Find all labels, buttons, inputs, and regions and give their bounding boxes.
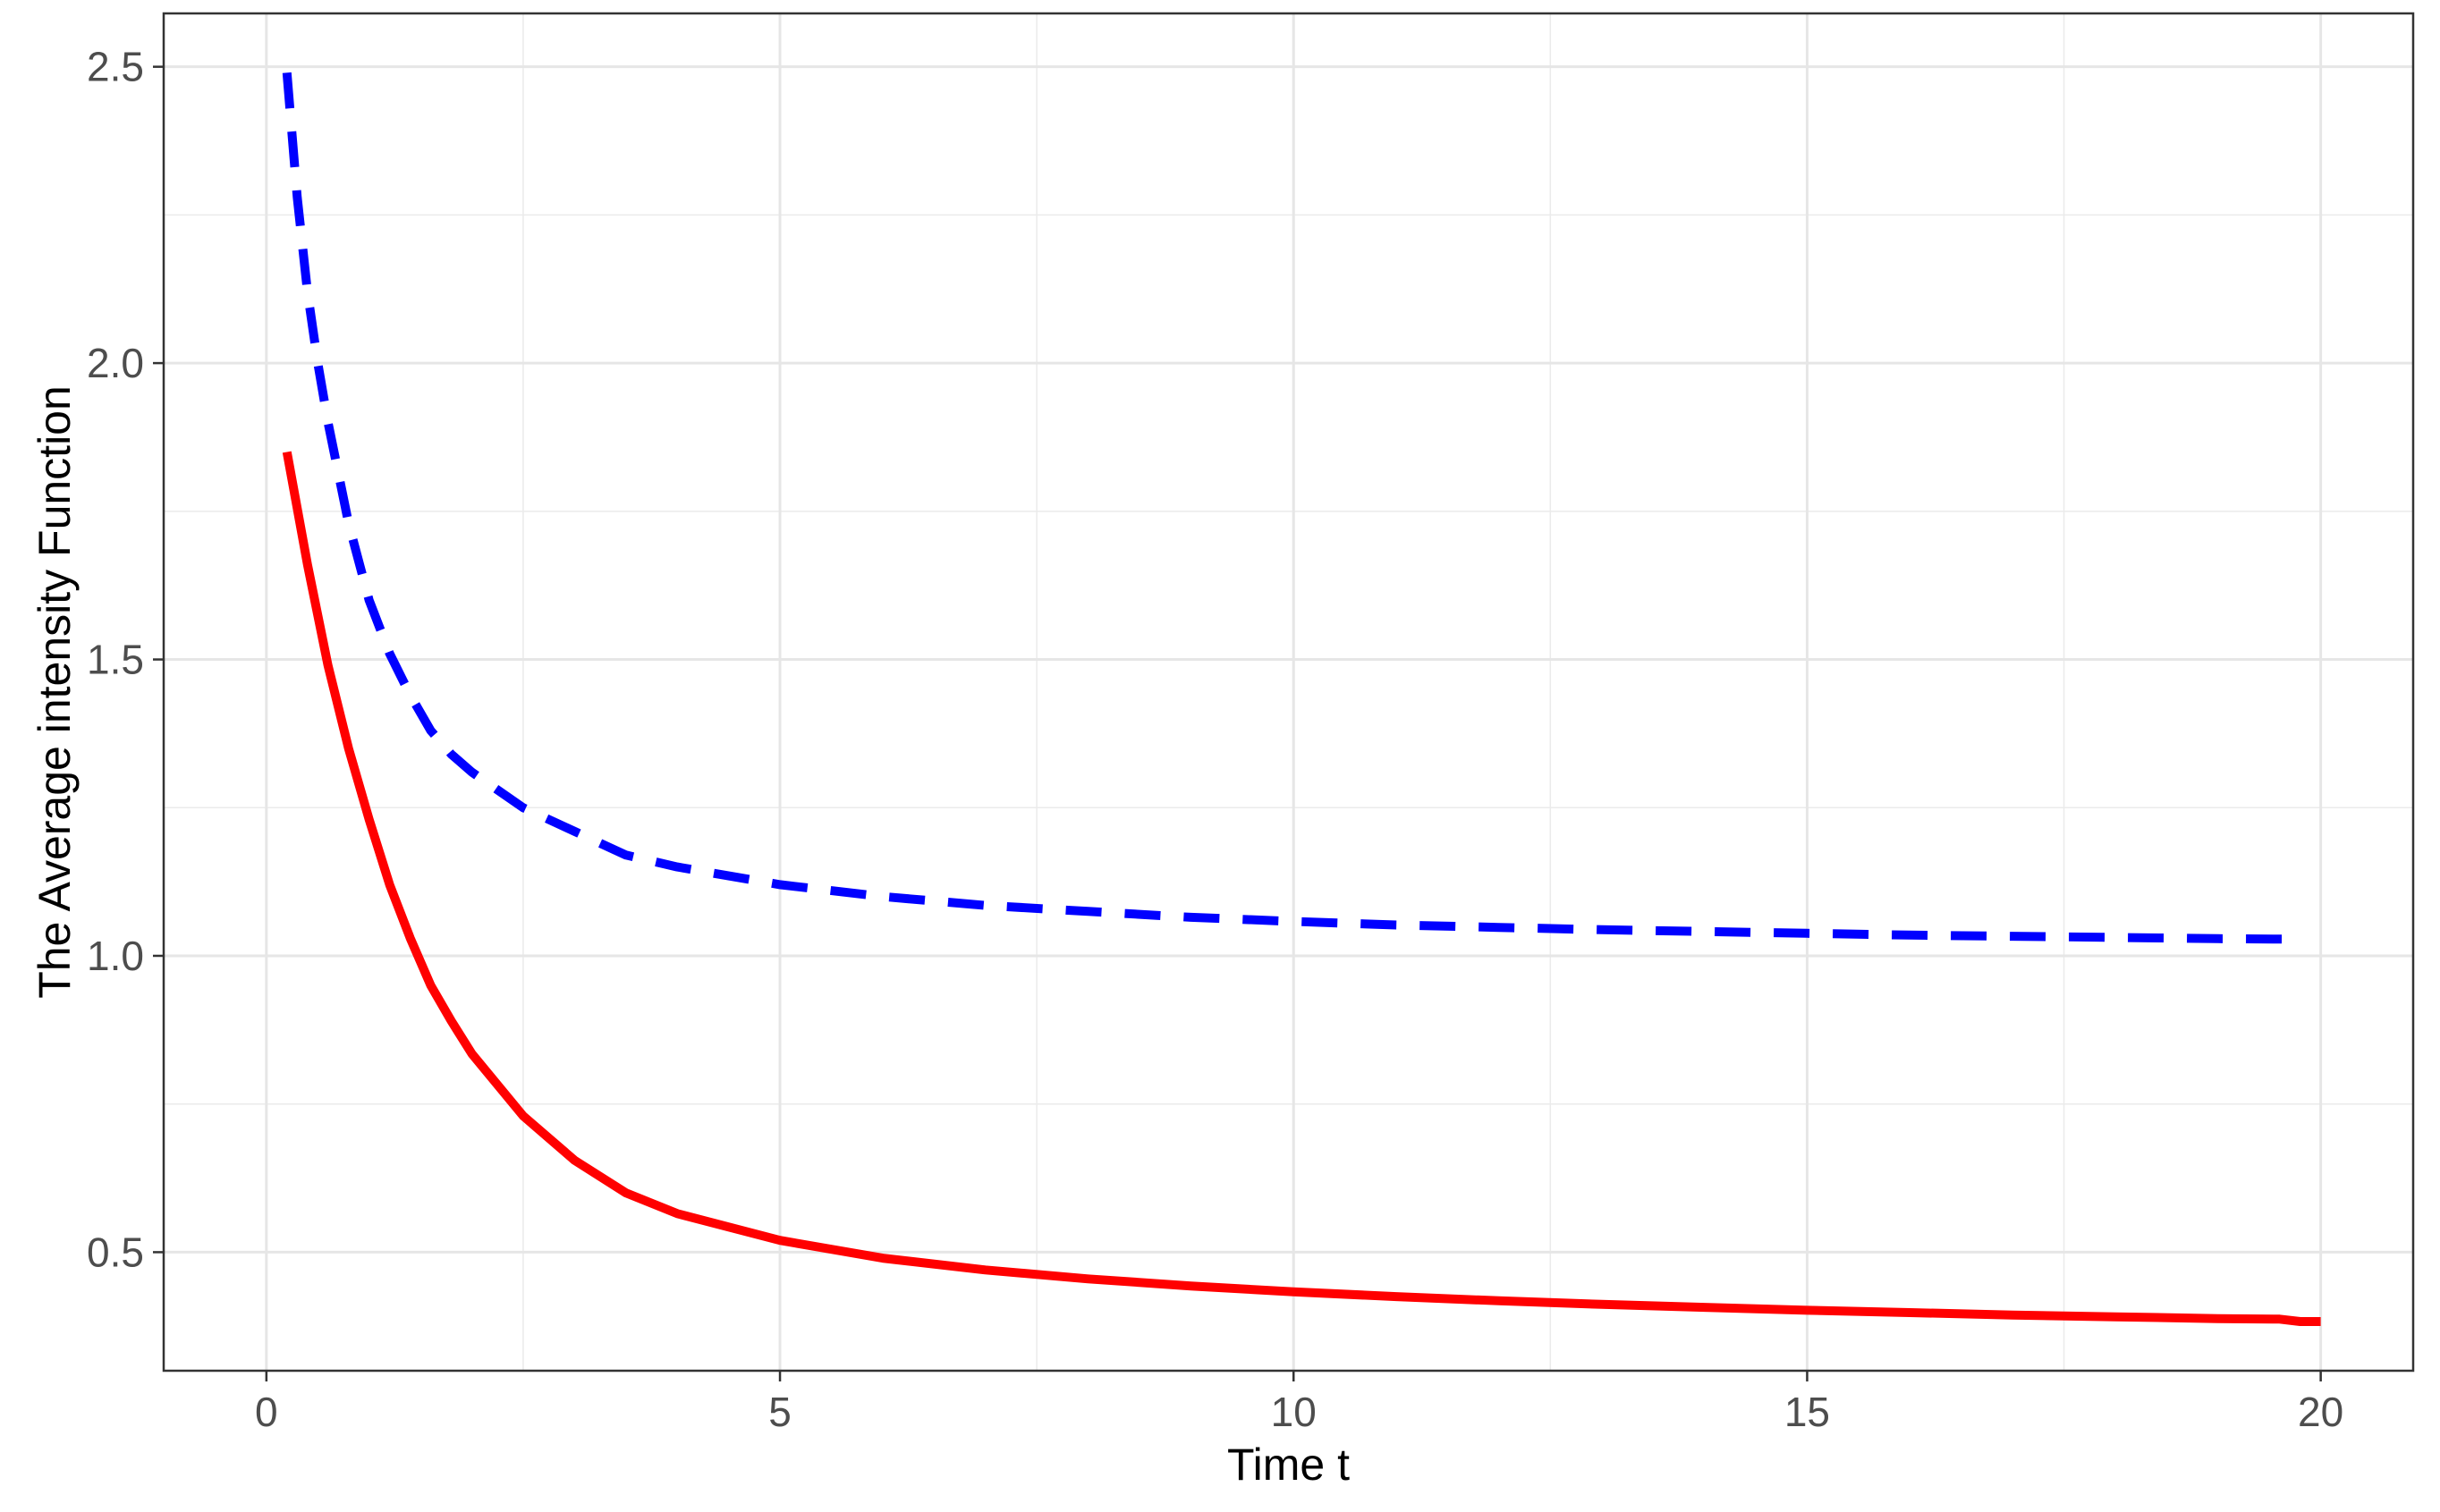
y-tick-label: 1.5 (87, 637, 144, 683)
y-tick-label: 1.0 (87, 933, 144, 979)
series-layer (282, 72, 2321, 1326)
y-axis-title: The Average intensity Function (30, 385, 80, 999)
panel-border (162, 12, 2415, 1373)
series-line-dashed (282, 72, 2300, 944)
y-tick-label: 0.5 (87, 1229, 144, 1275)
x-tick-label: 5 (768, 1389, 792, 1435)
series-line-solid (282, 451, 2321, 1326)
x-tick-label: 10 (1271, 1389, 1317, 1435)
y-tick-label: 2.5 (87, 44, 144, 90)
y-axis: 0.5 1.0 1.5 2.0 2.5 (87, 44, 164, 1275)
x-tick-label: 20 (2298, 1389, 2343, 1435)
x-tick-label: 15 (1784, 1389, 1830, 1435)
x-axis-title: Time t (1227, 1440, 1350, 1490)
x-tick-label: 0 (255, 1389, 278, 1435)
y-tick-label: 2.0 (87, 340, 144, 386)
grid (164, 13, 2413, 1371)
x-axis: 0 5 10 15 20 (255, 1371, 2343, 1435)
